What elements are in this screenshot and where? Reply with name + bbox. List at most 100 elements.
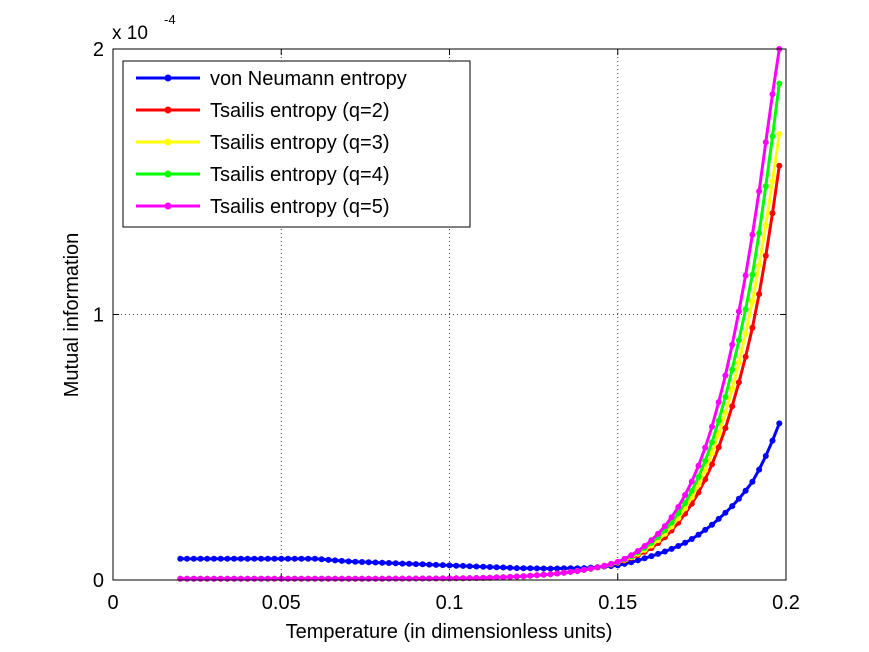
data-point [756,188,763,195]
data-point [237,555,244,562]
data-point [554,565,561,572]
data-point [729,503,736,510]
data-point [735,495,742,502]
x-axis-label: Temperature (in dimensionless units) [286,621,613,643]
data-point [406,575,413,582]
y-axis-label: Mutual information [61,233,83,398]
x-tick-label: 0.15 [598,592,637,614]
data-point [675,504,682,510]
data-point [735,337,742,344]
data-point [264,575,271,582]
legend-label: von Neumann entropy [210,68,407,90]
data-point [359,559,365,565]
data-point [311,575,318,582]
data-point [668,545,675,552]
data-point [661,548,668,555]
y-scale-exponent: -4 [164,12,176,27]
data-point [547,571,554,578]
data-point [359,575,365,582]
data-point [675,543,682,549]
data-point [729,366,736,373]
data-point [513,573,520,580]
data-point [749,298,756,305]
data-point [702,476,709,483]
data-point [325,575,332,582]
data-point [318,556,325,563]
data-point [742,353,749,360]
x-tick-label: 0 [107,592,118,614]
data-point [486,564,493,570]
data-point [742,330,749,337]
x-tick-label: 0.1 [436,592,464,614]
legend-marker [164,170,172,178]
data-point [399,575,406,582]
data-point [352,575,359,582]
legend-label: Tsailis entropy (q=5) [210,196,390,218]
data-point [291,555,298,562]
data-point [702,444,709,451]
y-tick-label: 1 [93,305,104,327]
data-point [224,555,231,562]
data-point [769,210,776,217]
data-point [749,324,756,331]
data-point [197,575,204,582]
data-point [486,574,493,581]
data-point [352,558,359,565]
data-point [749,271,756,278]
data-point [258,575,265,582]
data-point [534,572,540,579]
data-point [251,555,258,562]
data-point [641,555,648,562]
data-point [621,555,628,562]
data-point [682,500,689,506]
data-point [776,420,783,427]
data-point [426,561,433,568]
data-point [769,133,776,140]
data-point [682,539,689,546]
data-point [762,222,769,229]
data-point [345,558,352,565]
data-point [735,379,742,386]
data-point [547,565,554,572]
data-point [709,461,715,468]
data-point [560,565,567,572]
data-point [500,564,507,571]
series-layer [177,46,783,582]
data-point [244,575,251,582]
data-point [197,555,204,562]
data-point [715,417,722,424]
data-point [756,291,763,298]
data-point [628,559,635,566]
legend-box [122,60,471,228]
data-point [729,341,736,348]
legend-label: Tsailis entropy (q=3) [210,132,390,154]
data-point [204,555,211,562]
data-point [776,162,783,169]
data-point [749,478,756,485]
data-point [702,467,709,474]
data-point [271,575,278,582]
data-point [217,555,224,562]
data-point [769,178,776,185]
data-point [776,131,783,137]
data-point [722,372,729,379]
data-point [601,562,608,569]
data-point [244,555,251,562]
data-point [634,548,641,554]
data-point [392,575,399,582]
data-point [709,521,715,528]
data-point [385,575,392,582]
data-point [769,91,776,98]
data-point [668,514,675,521]
data-point [365,559,372,566]
data-point [756,262,763,269]
data-point [379,559,386,566]
data-point [291,575,298,582]
data-point [426,575,433,582]
data-point [735,359,742,366]
data-point [211,555,217,562]
data-point [493,564,500,571]
data-point [749,231,756,238]
data-point [695,531,702,538]
